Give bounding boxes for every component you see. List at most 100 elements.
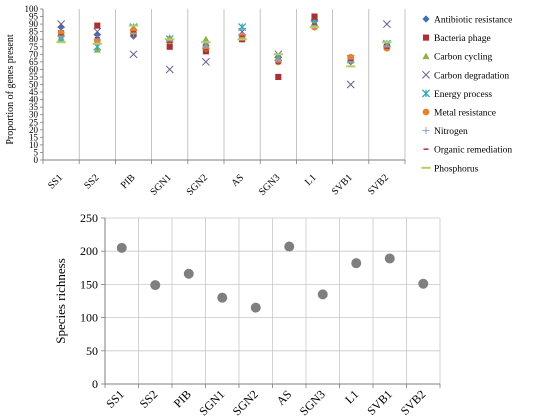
data-point-carbon-degradation <box>93 27 102 36</box>
x-tick-label-svb1: SVB1 <box>330 172 355 197</box>
y-tick-label: 100 <box>80 311 98 325</box>
x-tick-label-ss2: SS2 <box>82 172 101 191</box>
y-tick-label: 45 <box>29 87 39 97</box>
data-point-pib <box>183 268 194 279</box>
x-tick-label-pib: PIB <box>119 172 138 191</box>
y-tick-label: 20 <box>29 125 39 135</box>
data-point-sgn1 <box>217 292 228 303</box>
legend-label-nitrogen: Nitrogen <box>434 127 468 137</box>
y-tick-label: 15 <box>29 132 39 142</box>
legend-label-phosphorus: Phosphorus <box>434 164 479 174</box>
legend-label-energy-process: Energy process <box>434 90 492 100</box>
x-tick-label-as: AS <box>229 172 246 189</box>
legend-marker-carbon-cycling <box>422 52 430 60</box>
data-point-ss2 <box>150 280 161 291</box>
y-tick-label: 65 <box>29 57 39 67</box>
y-tick-label: 40 <box>29 95 39 105</box>
data-point-metal-resistance <box>347 53 355 61</box>
x-tick-label-ss1: SS1 <box>103 387 127 411</box>
y-tick-label: 10 <box>29 140 39 150</box>
y-tick-label: 25 <box>29 117 39 127</box>
y-tick-label: 0 <box>34 155 39 165</box>
y-tick-label: 80 <box>29 34 39 44</box>
x-tick-label-svb2: SVB2 <box>366 172 391 197</box>
data-point-svb2 <box>418 278 429 289</box>
x-tick-label-svb2: SVB2 <box>398 387 429 418</box>
data-point-nitrogen <box>347 58 355 66</box>
x-tick-label-sgn2: SGN2 <box>185 172 210 197</box>
legend-marker-antibiotic-resistance <box>422 15 430 23</box>
data-point-svb1 <box>384 253 395 264</box>
series-organic-remediation <box>58 23 390 65</box>
data-point-sgn2 <box>250 302 261 313</box>
x-tick-label-ss2: SS2 <box>137 387 161 411</box>
x-tick-label-l1: L1 <box>303 172 319 188</box>
y-tick-label: 90 <box>29 19 39 29</box>
data-point-nitrogen <box>57 32 65 40</box>
data-point-as <box>284 241 295 252</box>
y-tick-label: 85 <box>29 27 39 37</box>
legend-label-antibiotic-resistance: Antibiotic resistance <box>434 16 512 26</box>
y-tick-label: 75 <box>29 42 39 52</box>
data-point-l1 <box>351 258 362 269</box>
data-point-antibiotic-resistance <box>57 23 65 31</box>
y-tick-label: 100 <box>25 4 39 14</box>
y-tick-label: 35 <box>29 102 39 112</box>
y-tick-label: 55 <box>29 72 39 82</box>
y-tick-label: 70 <box>29 49 39 59</box>
legend-label-metal-resistance: Metal resistance <box>434 109 496 119</box>
legend-label-organic-remediation: Organic remediation <box>434 146 512 156</box>
legend: Antibiotic resistance Bacteria phage Carbo… <box>421 15 512 174</box>
x-tick-label-pib: PIB <box>171 387 194 410</box>
data-point-carbon-cycling <box>202 35 210 43</box>
y-tick-label: 60 <box>29 64 39 74</box>
legend-label-carbon-cycling: Carbon cycling <box>434 53 493 63</box>
y-tick-label: 30 <box>29 110 39 120</box>
legend-marker-nitrogen <box>422 127 430 135</box>
y-axis-title: Species richness <box>53 258 68 344</box>
y-tick-label: 50 <box>86 344 98 358</box>
species-richness-chart: 0 50 100 150 200 250 SS1 SS2 PIB SGN1 SGN2 AS SGN3 L1… <box>53 211 441 418</box>
data-point-sgn3 <box>317 289 328 300</box>
data-point-energy-process <box>238 23 247 32</box>
data-point-nitrogen <box>129 29 138 37</box>
data-point-bacteria-phage <box>275 73 282 81</box>
x-tick-label-as: AS <box>274 387 295 408</box>
legend-marker-carbon-degradation <box>422 70 430 79</box>
series-phosphorus <box>56 24 392 68</box>
x-tick-label-sgn2: SGN2 <box>230 387 261 418</box>
legend-marker-bacteria-phage <box>422 34 430 41</box>
data-point-carbon-degradation <box>165 65 174 74</box>
y-tick-label: 95 <box>29 12 39 22</box>
data-point-nitrogen <box>93 35 101 43</box>
gene-proportion-chart: 0510152025303540455055606570758085909510… <box>5 4 512 198</box>
data-point-bacteria-phage <box>94 22 101 29</box>
x-tick-label-sgn1: SGN1 <box>148 172 173 197</box>
y-tick-label: 200 <box>80 244 98 258</box>
y-tick-label: 250 <box>80 211 98 225</box>
data-point-bacteria-phage <box>311 13 318 20</box>
data-point-carbon-degradation <box>57 20 66 29</box>
y-axis-title: Proportion of genes present <box>5 34 16 144</box>
legend-label-carbon-degradation: Carbon degradation <box>434 71 509 81</box>
y-tick-label: 0 <box>92 377 98 391</box>
legend-marker-metal-resistance <box>422 108 430 116</box>
series-species-richness <box>116 241 429 313</box>
data-point-carbon-degradation <box>129 50 138 59</box>
x-tick-label-ss1: SS1 <box>46 172 65 191</box>
y-tick-label: 5 <box>34 147 39 157</box>
x-tick-label-sgn1: SGN1 <box>196 387 227 418</box>
x-tick-label-sgn3: SGN3 <box>257 172 282 197</box>
x-tick-label-svb1: SVB1 <box>364 387 395 418</box>
data-point-carbon-degradation <box>201 57 210 66</box>
data-point-carbon-degradation <box>382 20 391 29</box>
data-point-ss1 <box>116 242 127 253</box>
x-tick-label-sgn3: SGN3 <box>297 387 328 418</box>
data-point-nitrogen <box>383 43 391 51</box>
y-tick-label: 50 <box>29 80 39 90</box>
x-tick-label-l1: L1 <box>342 387 361 406</box>
y-tick-label: 150 <box>80 277 98 291</box>
legend-marker-energy-process <box>421 89 431 98</box>
data-point-carbon-degradation <box>346 80 355 89</box>
